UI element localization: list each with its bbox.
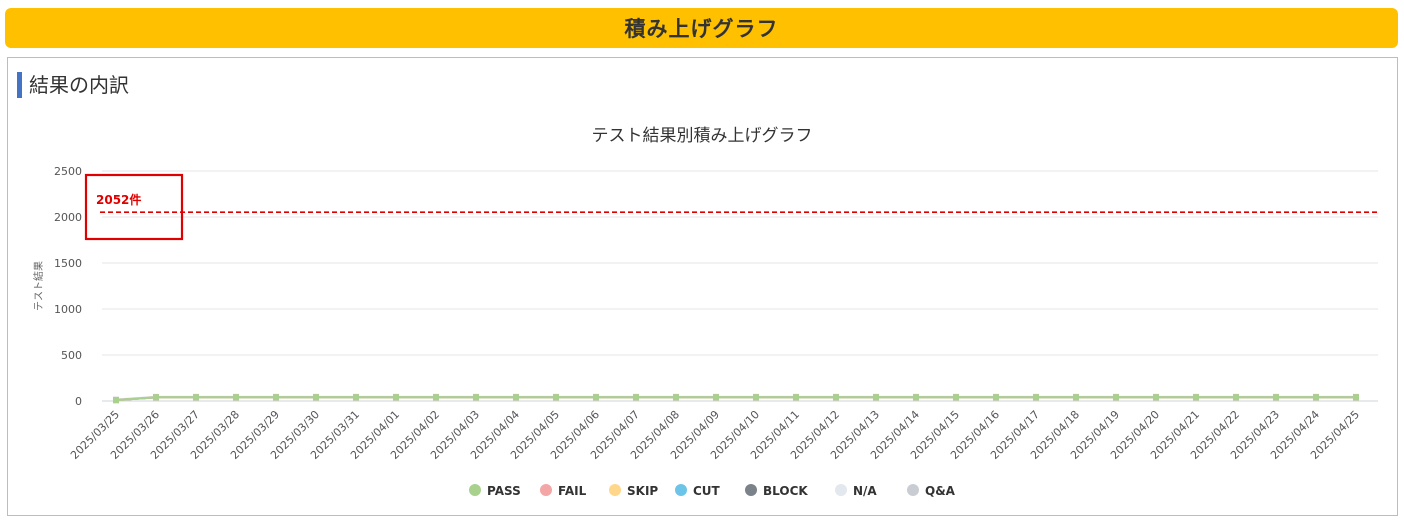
legend-marker <box>835 484 847 496</box>
data-point <box>1113 394 1119 401</box>
legend-marker <box>675 484 687 496</box>
data-point <box>593 394 599 401</box>
data-point <box>313 394 319 401</box>
legend-label: N/A <box>853 484 877 498</box>
data-point <box>713 394 719 401</box>
data-point <box>1073 394 1079 401</box>
chart-title: テスト結果別積み上げグラフ <box>592 126 813 146</box>
series-line-pass <box>115 396 1356 402</box>
legend-marker <box>540 484 552 496</box>
data-point <box>153 394 159 401</box>
legend-label: PASS <box>487 484 521 498</box>
data-point <box>633 394 639 401</box>
stacked-chart: テスト結果別積み上げグラフ 0 500 1000 1500 2000 2500 テスト結果 20… <box>32 126 1378 498</box>
data-point <box>1033 394 1039 401</box>
page-header: 積み上げグラフ <box>5 8 1398 48</box>
data-point <box>113 397 119 404</box>
legend-label: CUT <box>693 484 721 498</box>
legend-label: BLOCK <box>763 484 808 498</box>
legend-marker <box>745 484 757 496</box>
data-point <box>1313 394 1319 401</box>
data-point <box>473 394 479 401</box>
y-tick-label: 1500 <box>54 257 82 270</box>
section-title: 結果の内訳 <box>17 72 129 98</box>
y-tick-label: 1000 <box>54 303 82 316</box>
y-tick-label: 2000 <box>54 211 82 224</box>
y-tick-label: 500 <box>61 349 82 362</box>
data-point <box>953 394 959 401</box>
data-point <box>673 394 679 401</box>
data-point <box>1353 394 1359 401</box>
data-point <box>1233 394 1239 401</box>
data-point <box>433 394 439 401</box>
data-point <box>553 394 559 401</box>
data-point <box>233 394 239 401</box>
y-axis-label: テスト結果 <box>32 261 45 311</box>
page-title: 積み上げグラフ <box>624 17 779 41</box>
data-point <box>833 394 839 401</box>
data-point <box>1153 394 1159 401</box>
data-point <box>393 394 399 401</box>
data-point <box>913 394 919 401</box>
legend-marker <box>907 484 919 496</box>
y-tick-label: 0 <box>75 395 82 408</box>
data-point <box>753 394 759 401</box>
data-point <box>1273 394 1279 401</box>
data-point <box>1193 394 1199 401</box>
data-point <box>353 394 359 401</box>
legend-label: SKIP <box>627 484 658 498</box>
data-point <box>513 394 519 401</box>
data-point <box>793 394 799 401</box>
reference-line-label: 2052件 <box>96 192 141 207</box>
highlight-box <box>84 173 184 241</box>
y-tick-label: 2500 <box>54 165 82 178</box>
data-point <box>193 394 199 401</box>
legend-marker <box>609 484 621 496</box>
legend-marker <box>469 484 481 496</box>
data-point <box>993 394 999 401</box>
legend-label: FAIL <box>558 484 587 498</box>
data-point <box>873 394 879 401</box>
data-point <box>273 394 279 401</box>
result-breakdown-panel: 結果の内訳 テスト結果別積み上げグラフ 0 500 1000 1500 2000 2500 テ… <box>7 57 1398 516</box>
legend-label: Q&A <box>925 484 956 498</box>
